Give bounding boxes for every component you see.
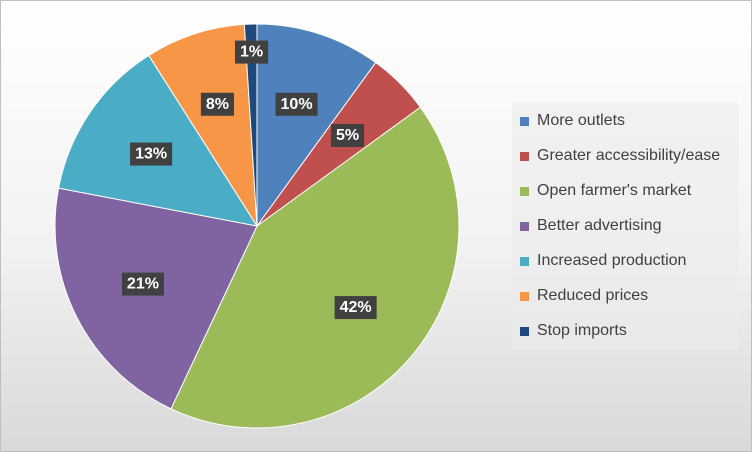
pie-slice — [54, 187, 258, 410]
pie-slice — [148, 23, 258, 227]
pie-chart: 10% 5% 42% 21% 13% 8% 1% — [54, 23, 460, 429]
svg-text:10%: 10% — [281, 96, 313, 113]
legend-item-greater-accessibility: Greater accessibility/ease — [520, 146, 720, 166]
data-label: 8% — [200, 92, 235, 116]
svg-text:21%: 21% — [127, 276, 159, 293]
pie-slice — [57, 54, 259, 227]
legend-label: Greater accessibility/ease — [537, 147, 721, 164]
data-label: 42% — [334, 296, 377, 320]
legend-swatch — [520, 221, 529, 231]
data-label: 5% — [330, 123, 365, 147]
legend-item-increased-production: Increased production — [520, 251, 686, 271]
legend-swatch — [520, 116, 529, 126]
legend-swatch — [520, 151, 529, 161]
legend-item-better-advertising: Better advertising — [520, 216, 662, 236]
legend-swatch — [520, 326, 529, 336]
data-label: 13% — [130, 142, 173, 166]
legend-item-reduced-prices: Reduced prices — [520, 286, 648, 306]
legend-label: Better advertising — [537, 217, 662, 234]
legend-label: Reduced prices — [537, 287, 649, 304]
legend-item-open-farmers-market: Open farmer's market — [520, 181, 691, 201]
svg-text:5%: 5% — [336, 127, 359, 144]
data-label: 10% — [275, 92, 318, 116]
svg-text:1%: 1% — [240, 44, 263, 61]
pie-slice — [243, 23, 258, 227]
legend-label: More outlets — [537, 112, 626, 129]
legend-item-more-outlets: More outlets — [520, 111, 625, 131]
svg-text:13%: 13% — [135, 146, 167, 163]
legend-item-stop-imports: Stop imports — [520, 321, 627, 341]
data-label: 21% — [121, 272, 164, 296]
data-label: 1% — [234, 40, 269, 64]
svg-text:42%: 42% — [340, 299, 372, 316]
svg-text:8%: 8% — [206, 96, 229, 113]
legend-label: Stop imports — [537, 322, 627, 339]
legend-swatch — [520, 186, 529, 196]
legend-label: Open farmer's market — [537, 182, 692, 199]
pie-slice — [170, 106, 460, 429]
legend-swatch — [520, 291, 529, 301]
legend-swatch — [520, 256, 529, 266]
pie-slice — [256, 23, 377, 228]
legend: More outlets Greater accessibility/ease … — [512, 102, 739, 350]
legend-label: Increased production — [537, 252, 687, 269]
